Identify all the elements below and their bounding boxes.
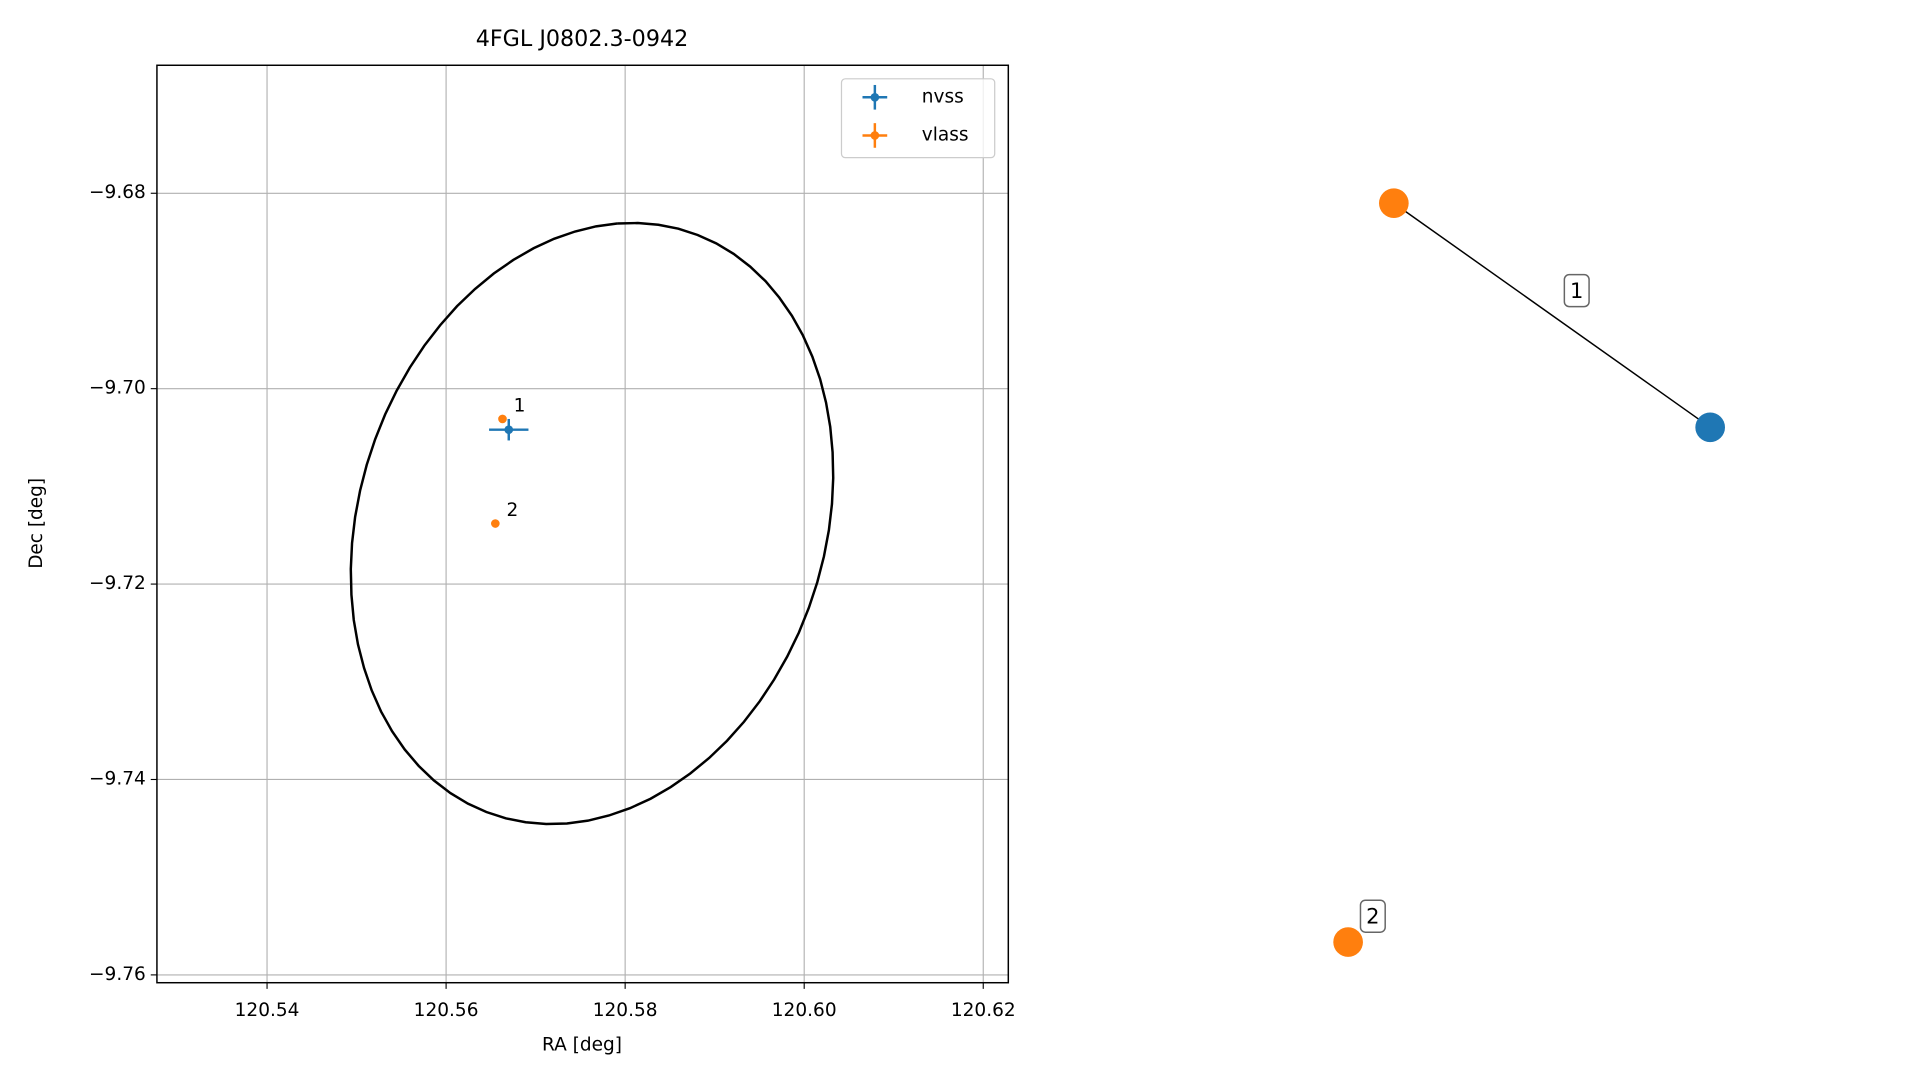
node-label: 2 bbox=[1366, 904, 1379, 928]
y-axis-label: Dec [deg] bbox=[26, 478, 47, 569]
y-tick-label: −9.72 bbox=[89, 573, 146, 594]
error-ellipse bbox=[349, 221, 835, 826]
legend-marker bbox=[870, 92, 880, 102]
legend-marker bbox=[870, 131, 880, 140]
y-tick-label: −9.68 bbox=[89, 182, 146, 203]
point-label: 2 bbox=[506, 500, 518, 521]
legend-label: nvss bbox=[922, 86, 964, 107]
x-tick-label: 120.58 bbox=[593, 1000, 658, 1021]
chart-title: 4FGL J0802.3-0942 bbox=[476, 26, 689, 52]
graph-node bbox=[1695, 412, 1725, 443]
axes-frame bbox=[156, 64, 1010, 984]
x-tick-label: 120.54 bbox=[235, 1000, 300, 1021]
point bbox=[504, 425, 514, 435]
x-tick-label: 120.60 bbox=[772, 1000, 837, 1021]
y-tick-label: −9.74 bbox=[89, 769, 146, 790]
point bbox=[498, 414, 507, 424]
point-label: 1 bbox=[514, 396, 526, 417]
y-tick-label: −9.70 bbox=[89, 378, 146, 399]
label-box bbox=[1359, 899, 1386, 933]
label-box bbox=[1563, 273, 1590, 308]
graph-node bbox=[1333, 927, 1363, 957]
legend-label: vlass bbox=[922, 124, 969, 145]
point bbox=[491, 519, 500, 528]
graph-edge bbox=[1393, 202, 1711, 428]
x-axis-label: RA [deg] bbox=[542, 1035, 622, 1056]
x-tick-label: 120.62 bbox=[951, 1000, 1016, 1021]
x-tick-label: 120.56 bbox=[414, 1000, 479, 1021]
graph-node bbox=[1379, 188, 1409, 218]
legend-box bbox=[840, 78, 996, 159]
edge-label: 1 bbox=[1570, 279, 1583, 303]
legend: nvss vlass bbox=[840, 78, 996, 159]
y-tick-label: −9.76 bbox=[89, 964, 146, 985]
